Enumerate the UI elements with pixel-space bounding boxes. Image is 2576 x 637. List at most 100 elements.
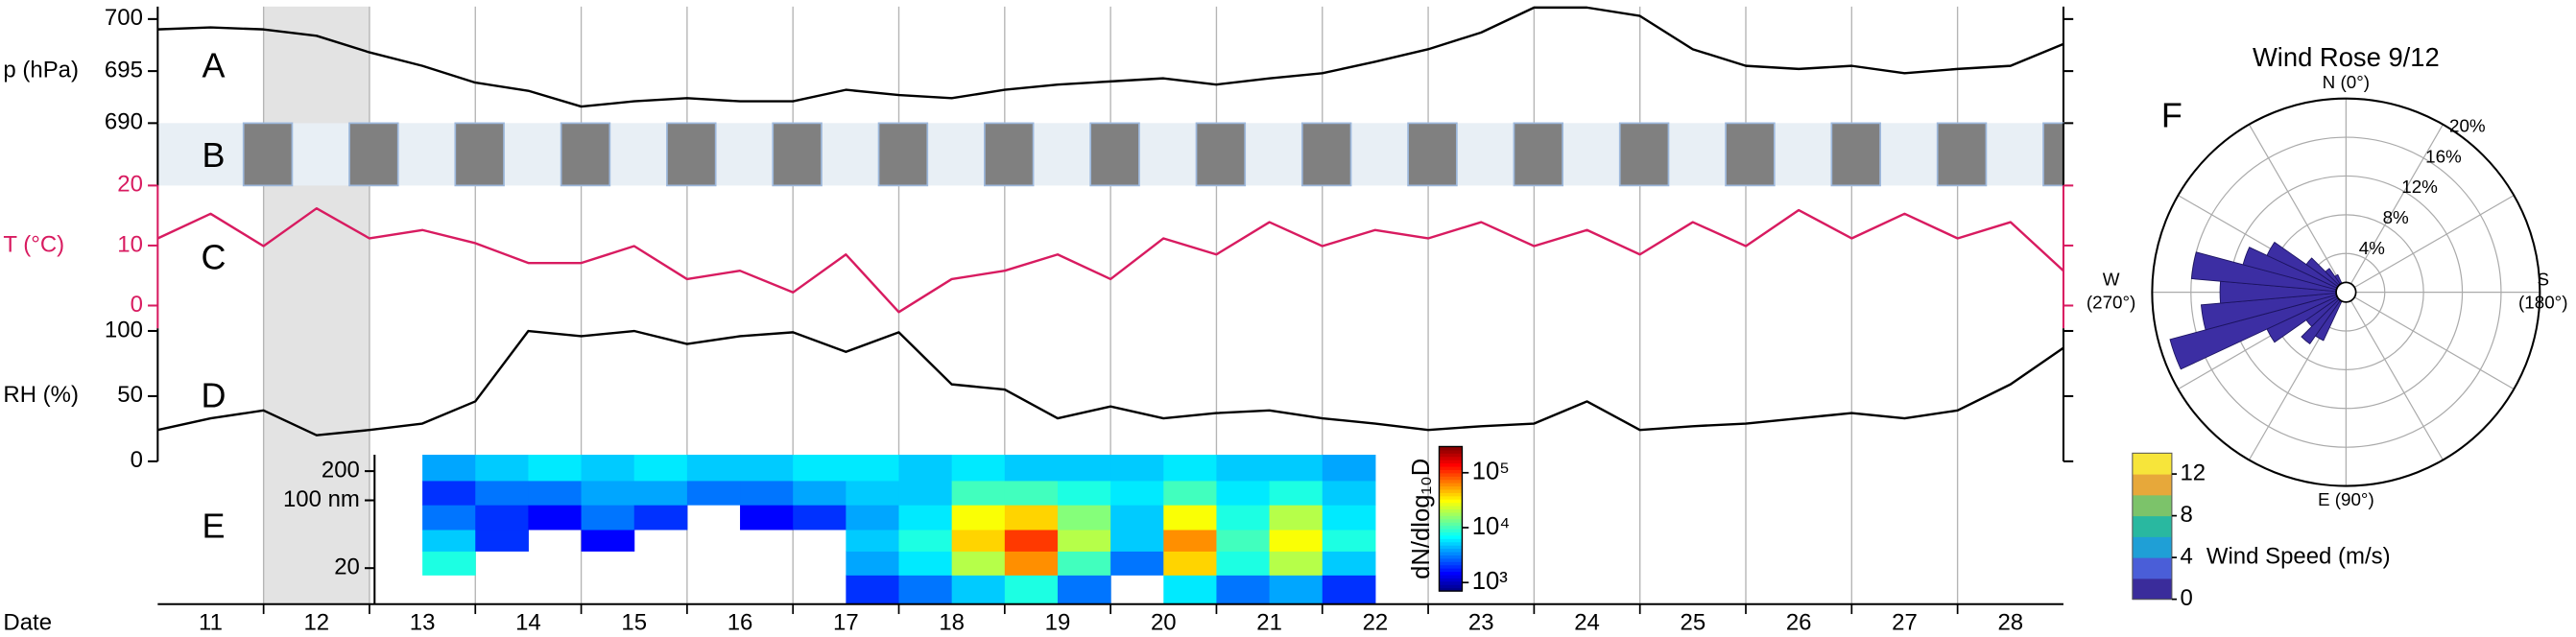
- y-tick-label: 50: [117, 382, 143, 408]
- colorbar-segment: [1439, 476, 1463, 481]
- heatmap-cell: [1322, 575, 1376, 605]
- x-tick-label: 11: [199, 610, 223, 636]
- colorbar-segment: [1439, 495, 1463, 500]
- compass-label: E (90°): [2318, 489, 2374, 509]
- heatmap-cell: [581, 480, 635, 506]
- x-axis-label: Date: [3, 610, 52, 636]
- heatmap-cell: [633, 455, 688, 482]
- compass-label: S: [2537, 270, 2549, 290]
- heatmap-cell: [1004, 575, 1059, 605]
- rose-petal: [2242, 247, 2347, 294]
- colorbar-segment: [1439, 574, 1463, 578]
- heatmap-cell: [1216, 455, 1271, 482]
- heatmap-cell: [686, 480, 741, 506]
- y-tick-label: 695: [105, 57, 143, 83]
- night-band: [984, 122, 1035, 187]
- colorbar-segment: [1439, 541, 1463, 546]
- heatmap-cell: [1322, 529, 1376, 552]
- heatmap-cell: [475, 480, 529, 506]
- heatmap-cell: [898, 505, 953, 531]
- speed-color: [2132, 453, 2172, 475]
- heatmap-cell: [846, 529, 900, 552]
- rose-ring: [2151, 97, 2541, 487]
- colorbar-segment: [1439, 499, 1463, 504]
- compass-label: W: [2103, 270, 2120, 290]
- x-tick-label: 28: [1997, 610, 2023, 636]
- heatmap-cell: [793, 455, 847, 482]
- colorbar-segment: [1439, 453, 1463, 458]
- heatmap-cell: [1110, 455, 1164, 482]
- colorbar-tick-label: 10⁴: [1472, 513, 1511, 540]
- heatmap-cell: [1004, 551, 1059, 576]
- night-band: [1407, 122, 1458, 187]
- heatmap-cell: [1004, 505, 1059, 531]
- colorbar-segment: [1439, 525, 1463, 530]
- y-tick-label: 200: [322, 457, 360, 483]
- colorbar-segment: [1439, 554, 1463, 559]
- night-band: [1300, 122, 1352, 187]
- heatmap-cell: [1110, 505, 1164, 531]
- heatmap-cell: [1163, 505, 1217, 531]
- rose-spoke: [2346, 292, 2515, 390]
- heatmap-cell: [846, 455, 900, 482]
- rose-spoke: [2248, 124, 2347, 293]
- night-band: [877, 122, 929, 187]
- line-series: [157, 329, 2064, 436]
- x-tick-label: 13: [410, 610, 436, 636]
- night-band: [2042, 122, 2064, 187]
- heatmap-cell: [528, 455, 583, 482]
- heatmap-cell: [1216, 575, 1271, 605]
- heatmap-cell: [951, 575, 1006, 605]
- x-tick-label: 25: [1681, 610, 1706, 636]
- night-band: [1830, 122, 1881, 187]
- rose-ring-label: 16%: [2425, 146, 2462, 166]
- heatmap-cell: [1004, 480, 1059, 506]
- y-tick-label: 10: [117, 231, 143, 257]
- heatmap-cell: [633, 480, 688, 506]
- colorbar-segment: [1439, 492, 1463, 497]
- night-band: [454, 122, 505, 187]
- colorbar-segment: [1439, 472, 1463, 477]
- heatmap-cell: [793, 505, 847, 531]
- heatmap-cell: [1057, 480, 1111, 506]
- panel-label: C: [202, 238, 227, 277]
- speed-color: [2132, 557, 2172, 579]
- heatmap-cell: [1269, 505, 1324, 531]
- rose-ring-label: 4%: [2359, 238, 2385, 258]
- y-tick-label: 0: [131, 292, 143, 318]
- heatmap-cell: [951, 455, 1006, 482]
- heatmap-cell: [1269, 529, 1324, 552]
- colorbar-segment: [1439, 548, 1463, 553]
- colorbar-segment: [1439, 545, 1463, 550]
- heatmap-cell: [1322, 551, 1376, 576]
- colorbar-segment: [1439, 479, 1463, 484]
- x-tick-label: 24: [1574, 610, 1600, 636]
- heatmap-cell: [740, 505, 794, 531]
- heatmap-cell: [1057, 551, 1111, 576]
- heatmap-cell: [475, 529, 529, 552]
- colorbar-segment: [1439, 462, 1463, 467]
- rose-ring-label: 8%: [2383, 207, 2409, 227]
- colorbar-segment: [1439, 518, 1463, 523]
- heatmap-cell: [475, 455, 529, 482]
- compass-label: (270°): [2087, 293, 2135, 313]
- panel-label: A: [203, 46, 226, 85]
- y-tick-label: 20: [117, 172, 143, 198]
- heatmap-cell: [846, 505, 900, 531]
- heatmap-cell: [1163, 455, 1217, 482]
- y-axis-label: T (°C): [3, 231, 64, 257]
- heatmap-cell: [1057, 505, 1111, 531]
- colorbar-segment: [1439, 534, 1463, 539]
- rose-spoke: [2345, 292, 2444, 460]
- speed-color: [2132, 536, 2172, 558]
- heatmap-cell: [740, 455, 794, 482]
- rose-ring-label: 20%: [2449, 115, 2486, 135]
- heatmap-cell: [475, 505, 529, 531]
- line-series: [156, 206, 2064, 314]
- rose-title: Wind Rose 9/12: [2253, 42, 2440, 72]
- x-tick-label: 22: [1363, 610, 1389, 636]
- heatmap-cell: [1057, 575, 1111, 605]
- heatmap-cell: [1163, 551, 1217, 576]
- panel-label: F: [2161, 96, 2182, 135]
- heatmap-cell: [1004, 529, 1059, 552]
